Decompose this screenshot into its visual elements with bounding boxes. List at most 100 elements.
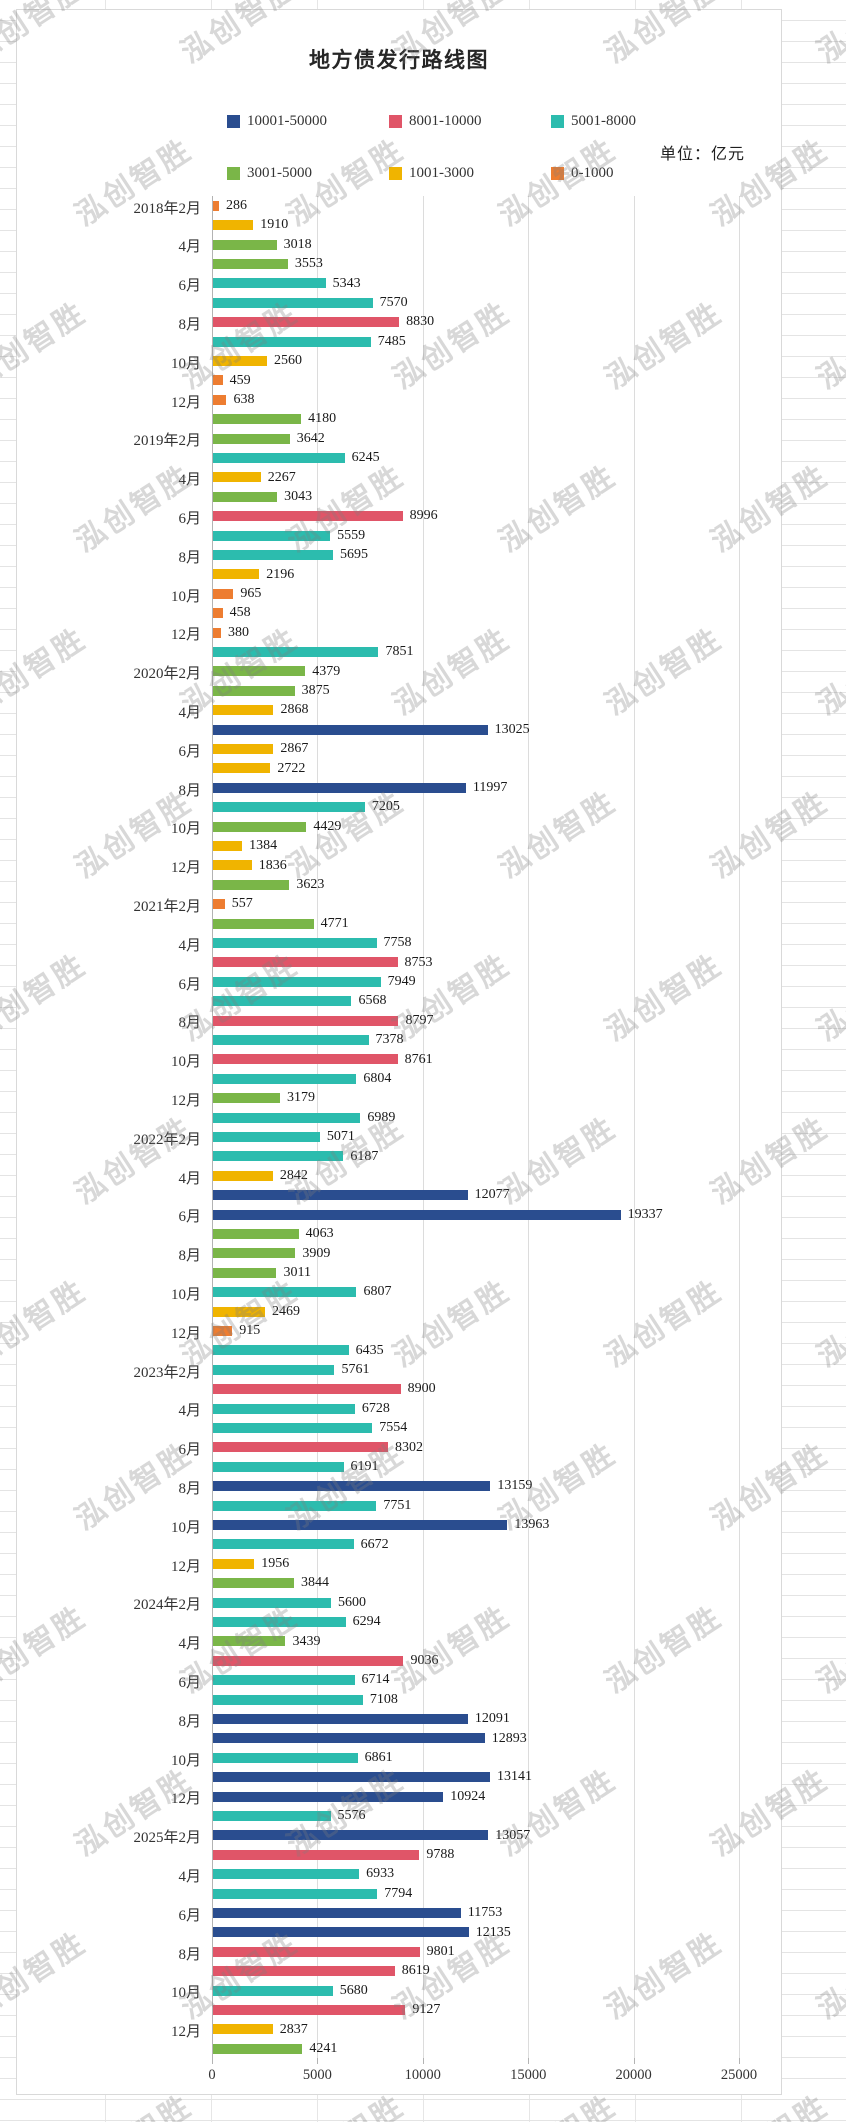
- y-axis-label: 10月: [170, 1752, 201, 1769]
- bar-value-label: 2560: [273, 353, 302, 369]
- legend-swatch-icon: [227, 167, 240, 180]
- y-axis-label: 4月: [178, 1868, 201, 1885]
- bar: [213, 782, 466, 793]
- bar: [213, 1073, 357, 1084]
- axis-tick: [212, 2058, 213, 2065]
- bar: [213, 1364, 335, 1375]
- chart-title: 地方债发行路线图: [309, 48, 489, 72]
- bar-value-label: 8761: [404, 1051, 433, 1067]
- bar-value-label: 3011: [283, 1265, 311, 1280]
- bar: [213, 472, 261, 483]
- bar: [213, 452, 345, 463]
- y-axis-label: 2021年2月: [133, 898, 201, 915]
- bar-value-label: 2837: [279, 2021, 308, 2037]
- bar: [213, 2043, 303, 2054]
- bar-value-label: 13025: [494, 721, 530, 737]
- bar-value-label: 4429: [313, 818, 342, 834]
- y-axis-label: 12月: [170, 394, 201, 411]
- y-axis-label: 12月: [170, 2024, 201, 2041]
- bar: [213, 918, 314, 929]
- bar: [213, 1209, 621, 1220]
- axis-tick: [633, 2058, 635, 2065]
- bar: [213, 1481, 491, 1492]
- bar: [213, 1170, 273, 1181]
- bar: [213, 549, 334, 560]
- bar: [213, 1752, 358, 1763]
- bar-value-label: 3909: [302, 1245, 331, 1261]
- bar: [213, 220, 254, 231]
- bar-value-label: 7758: [383, 935, 412, 951]
- bar: [213, 1888, 378, 1899]
- bar: [213, 976, 381, 987]
- bar: [213, 569, 260, 580]
- bar-value-label: 6294: [352, 1614, 381, 1630]
- bar-value-label: 6191: [350, 1459, 379, 1474]
- bar: [213, 1772, 490, 1783]
- bar: [213, 763, 271, 774]
- bar: [213, 821, 307, 832]
- bar-value-label: 12893: [491, 1730, 527, 1746]
- bar-value-label: 6804: [363, 1071, 392, 1086]
- bar-value-label: 5559: [337, 527, 366, 543]
- bar-value-label: 3018: [283, 236, 312, 252]
- bar: [213, 1190, 468, 1201]
- bar: [213, 1558, 255, 1569]
- bar-value-label: 2842: [279, 1168, 308, 1183]
- legend-swatch-icon: [551, 115, 564, 128]
- bar-value-label: 1910: [260, 217, 289, 233]
- y-axis-label: 2022年2月: [133, 1131, 201, 1148]
- axis-tick: [422, 2058, 424, 2065]
- bar: [213, 433, 290, 444]
- bar: [213, 743, 274, 754]
- bar: [213, 705, 274, 716]
- bar: [213, 1985, 333, 1996]
- bar: [213, 1869, 360, 1880]
- bar: [213, 724, 488, 735]
- bar-value-label: 6933: [366, 1866, 395, 1882]
- bar-value-label: 4771: [320, 915, 349, 931]
- bar-value-label: 6714: [361, 1672, 390, 1688]
- bar: [213, 1966, 395, 1977]
- legend-swatch-icon: [551, 167, 564, 180]
- bar-value-label: 3642: [296, 430, 325, 446]
- bar-value-label: 5680: [339, 1982, 368, 1998]
- bar: [213, 1287, 357, 1298]
- bar-value-label: 6435: [355, 1342, 384, 1358]
- bar-value-label: 2868: [280, 702, 309, 718]
- legend-item-label: 0-1000: [571, 165, 614, 181]
- bar-value-label: 10924: [450, 1788, 486, 1804]
- y-axis-label: 12月: [170, 1558, 201, 1575]
- bar: [213, 1325, 233, 1336]
- legend-item-label: 1001-3000: [409, 165, 474, 181]
- bar-value-label: 4180: [308, 411, 337, 427]
- bar-value-label: 7485: [377, 333, 406, 349]
- legend-swatch-icon: [389, 167, 402, 180]
- legend-row-2: 3001-5000 1001-3000 0-1000: [227, 165, 713, 182]
- gridline: [633, 196, 635, 2059]
- y-axis-label: 10月: [170, 1054, 201, 1071]
- bar: [213, 1830, 489, 1841]
- bar-value-label: 6989: [367, 1109, 396, 1125]
- bar-value-label: 8302: [395, 1439, 423, 1455]
- bar: [213, 297, 373, 308]
- x-axis-tick-label: 0: [208, 2067, 216, 2084]
- x-axis-tick-label: 10000: [404, 2067, 441, 2084]
- bar-value-label: 7205: [371, 799, 400, 815]
- y-axis-label: 6月: [178, 976, 201, 993]
- y-axis-label: 4月: [178, 937, 201, 954]
- bar: [213, 899, 225, 910]
- bar-value-label: 459: [229, 372, 251, 388]
- bar-value-label: 286: [226, 198, 248, 213]
- bar-value-label: 9801: [426, 1944, 455, 1959]
- bar-value-label: 2196: [266, 566, 295, 582]
- bar: [213, 1927, 469, 1938]
- bar: [213, 1403, 355, 1414]
- bar-value-label: 6245: [351, 450, 380, 466]
- bar-value-label: 19337: [627, 1206, 663, 1222]
- legend-item-label: 10001-50000: [247, 113, 327, 129]
- bar: [213, 957, 398, 968]
- y-axis-label: 8月: [178, 1713, 201, 1730]
- y-axis-label: 4月: [178, 1403, 201, 1420]
- bar: [213, 1228, 299, 1239]
- bar-value-label: 13057: [495, 1827, 531, 1843]
